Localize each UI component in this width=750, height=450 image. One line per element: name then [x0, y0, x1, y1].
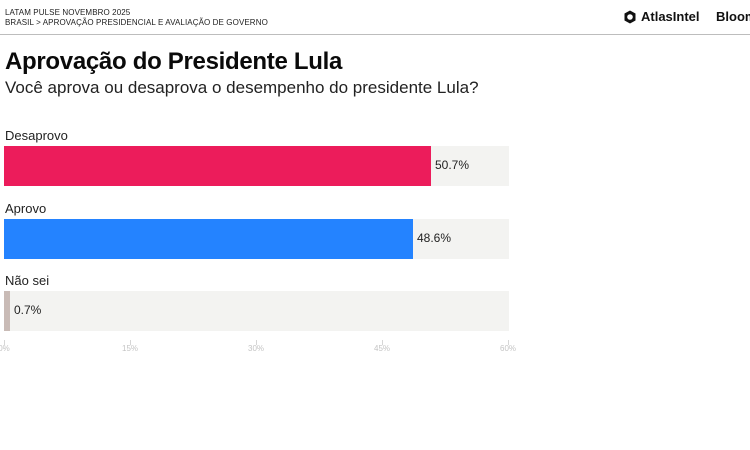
survey-name: LATAM PULSE NOVEMBRO 2025 [5, 8, 131, 17]
tick-label-15: 15% [121, 344, 139, 353]
atlasintel-logo: AtlasIntel [623, 9, 700, 24]
tick-label-30: 30% [247, 344, 265, 353]
chart-subtitle: Você aprova ou desaprova o desempenho do… [5, 78, 479, 97]
tick-0 [4, 340, 5, 345]
atlasintel-logo-icon [624, 10, 636, 23]
tick-30 [256, 340, 257, 345]
page-header: LATAM PULSE NOVEMBRO 2025 BRASIL > APROV… [0, 0, 750, 35]
tick-label-0: 0% [0, 344, 10, 353]
bar-track-nao-sei: 0.7% [4, 291, 509, 331]
bar-nao-sei [4, 291, 10, 331]
value-aprovo: 48.6% [417, 231, 452, 245]
row-label-aprovo: Aprovo [5, 201, 47, 216]
bar-desaprovo [4, 146, 431, 186]
value-desaprovo: 50.7% [435, 158, 470, 172]
brand-name: AtlasIntel [641, 9, 700, 24]
tick-15 [130, 340, 131, 345]
value-nao-sei: 0.7% [14, 303, 42, 317]
row-label-nao-sei: Não sei [5, 273, 50, 288]
tick-45 [382, 340, 383, 345]
breadcrumb: BRASIL > APROVAÇÃO PRESIDENCIAL E AVALIA… [5, 18, 268, 27]
chart-title: Aprovação do Presidente Lula [5, 48, 343, 75]
bar-track-desaprovo: 50.7% [4, 146, 509, 186]
bar-aprovo [4, 219, 413, 259]
row-label-desaprovo: Desaprovo [5, 128, 68, 143]
partner-logo: Bloom [716, 9, 750, 24]
tick-label-60: 60% [499, 344, 517, 353]
tick-60 [508, 340, 509, 345]
bar-track-aprovo: 48.6% [4, 219, 509, 259]
tick-label-45: 45% [373, 344, 391, 353]
x-axis: 0% 15% 30% 45% 60% [0, 340, 516, 360]
